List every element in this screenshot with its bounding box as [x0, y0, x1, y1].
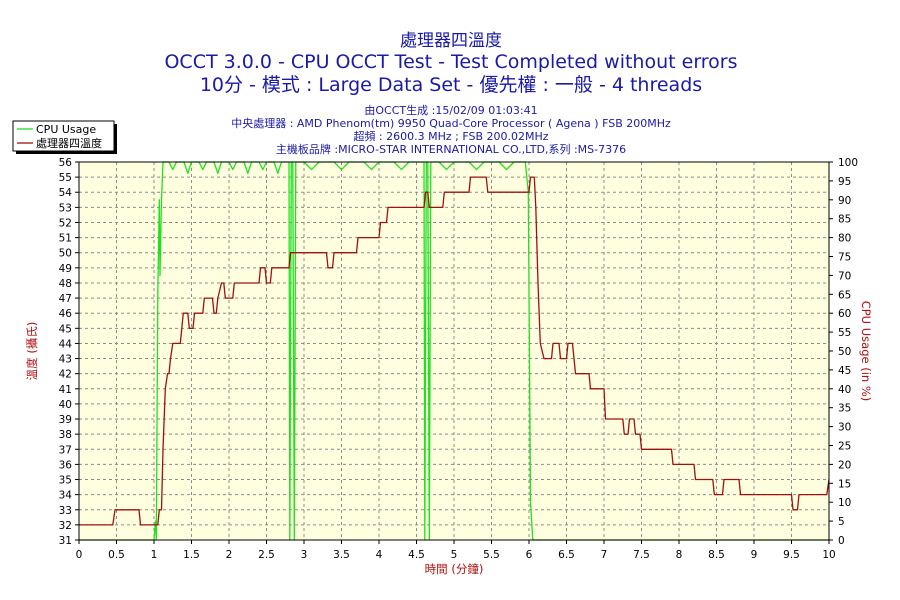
y-left-axis-label: 溫度 (攝氏): [25, 322, 39, 381]
legend-box: [12, 120, 115, 152]
y-right-axis-ticks: 0 5 10 15 20 25 30 35 40 45 50 55 60 65 70 75 80 85 90 95 10…: [829, 157, 858, 547]
x-tick-label: 5: [451, 549, 458, 561]
cpu-usage-line: [79, 161, 829, 541]
y-right-tick-label: 95: [838, 176, 851, 188]
y-right-tick-label: 55: [838, 327, 851, 339]
x-tick-label: 7.5: [633, 549, 650, 561]
x-axis-ticks: 0 0.5 1 1.5 2 2.5 3 3.5 4 4.5 5 5.5 6 6.5 7 7.5 8 8.5 9 9.5…: [76, 540, 836, 561]
y-left-tick-label: 56: [59, 157, 73, 169]
x-tick-label: 0.5: [108, 549, 125, 561]
legend-label-temperature: 處理器四溫度: [36, 136, 102, 150]
x-tick-label: 6.5: [558, 549, 575, 561]
y-left-tick-label: 31: [59, 535, 72, 547]
info-overclock: 超頻 : 2600.3 MHz ; FSB 200.02MHz: [353, 129, 548, 143]
y-right-tick-label: 80: [838, 233, 851, 245]
y-left-tick-label: 52: [59, 217, 72, 229]
y-right-tick-label: 60: [838, 308, 851, 320]
cpu-usage-series: [79, 161, 829, 541]
y-left-tick-label: 43: [59, 354, 72, 366]
y-right-tick-label: 20: [838, 459, 851, 471]
y-right-tick-label: 50: [838, 346, 851, 358]
y-left-axis-ticks: 31 32 33 34 35 36 37 38 39 40 41 42 43 44 45 46 47 48 49 50…: [59, 157, 79, 547]
x-tick-label: 1: [151, 549, 158, 561]
x-tick-label: 2: [226, 549, 233, 561]
y-left-tick-label: 49: [59, 263, 72, 275]
temperature-line: [79, 176, 830, 526]
x-tick-label: 9: [751, 549, 758, 561]
y-right-tick-label: 5: [838, 516, 845, 528]
y-left-tick-label: 38: [59, 429, 72, 441]
y-left-tick-label: 36: [59, 459, 73, 471]
y-right-tick-label: 100: [838, 157, 858, 169]
y-right-tick-label: 35: [838, 403, 851, 415]
y-left-tick-label: 48: [59, 278, 72, 290]
info-cpu: 中央處理器 : AMD Phenom(tm) 9950 Quad-Core Pr…: [231, 116, 671, 130]
y-left-tick-label: 47: [59, 293, 72, 305]
chart-title-line-3: 10分 - 模式 : Large Data Set - 優先權 : 一般 - 4…: [200, 74, 702, 96]
y-right-tick-label: 45: [838, 365, 851, 377]
y-left-tick-label: 46: [59, 308, 73, 320]
y-left-tick-label: 53: [59, 202, 72, 214]
info-motherboard: 主機板品牌 :MICRO-STAR INTERNATIONAL CO.,LTD,…: [276, 142, 626, 156]
y-right-tick-label: 65: [838, 289, 851, 301]
legend-label-cpu-usage: CPU Usage: [36, 123, 96, 136]
y-left-tick-label: 32: [59, 520, 72, 532]
y-left-tick-label: 50: [59, 248, 72, 260]
x-tick-label: 7: [601, 549, 608, 561]
x-tick-label: 1.5: [183, 549, 200, 561]
y-right-tick-label: 30: [838, 422, 851, 434]
temperature-series: [79, 176, 830, 526]
y-left-tick-label: 44: [59, 338, 73, 350]
y-left-tick-label: 33: [59, 505, 72, 517]
x-tick-label: 3: [301, 549, 308, 561]
y-left-tick-label: 41: [59, 384, 72, 396]
y-right-tick-label: 75: [838, 252, 851, 264]
x-tick-label: 2.5: [258, 549, 275, 561]
y-right-tick-label: 25: [838, 441, 851, 453]
x-tick-label: 8: [676, 549, 683, 561]
y-right-tick-label: 85: [838, 214, 851, 226]
y-right-tick-label: 0: [838, 535, 845, 547]
chart-title-line-2: OCCT 3.0.0 - CPU OCCT Test - Test Comple…: [164, 51, 737, 73]
y-right-tick-label: 70: [838, 270, 851, 282]
y-right-axis-label: CPU Usage (in %): [859, 301, 873, 402]
y-left-tick-label: 45: [59, 323, 72, 335]
y-left-tick-label: 42: [59, 369, 72, 381]
y-left-tick-label: 40: [59, 399, 72, 411]
y-left-tick-label: 37: [59, 444, 72, 456]
x-tick-label: 6: [526, 549, 533, 561]
y-left-tick-label: 51: [59, 233, 72, 245]
x-tick-label: 5.5: [483, 549, 500, 561]
info-generated: 由OCCT生成 :15/02/09 01:03:41: [364, 103, 537, 117]
y-right-tick-label: 40: [838, 384, 851, 396]
legend: CPU Usage 處理器四溫度: [12, 120, 117, 154]
chart-title-line-1: 處理器四溫度: [400, 31, 502, 51]
y-left-tick-label: 55: [59, 172, 72, 184]
x-axis-label: 時間 (分鐘): [425, 562, 484, 576]
x-tick-label: 0: [76, 549, 83, 561]
x-tick-label: 4: [376, 549, 383, 561]
x-tick-label: 4.5: [408, 549, 425, 561]
x-tick-label: 8.5: [708, 549, 725, 561]
x-tick-label: 3.5: [333, 549, 350, 561]
y-right-tick-label: 15: [838, 478, 851, 490]
y-left-tick-label: 34: [59, 490, 73, 502]
y-left-tick-label: 39: [59, 414, 72, 426]
y-left-tick-label: 35: [59, 475, 72, 487]
y-left-tick-label: 54: [59, 187, 73, 199]
x-tick-label: 10: [822, 549, 835, 561]
x-tick-label: 9.5: [783, 549, 800, 561]
y-right-tick-label: 10: [838, 497, 851, 509]
y-right-tick-label: 90: [838, 195, 851, 207]
